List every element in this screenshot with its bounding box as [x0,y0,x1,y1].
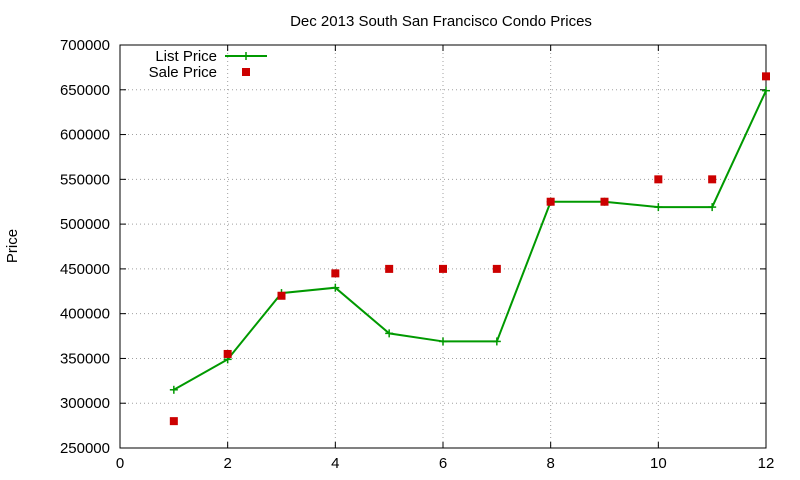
y-tick-label: 300000 [60,395,110,412]
x-tick-label: 12 [758,455,775,472]
legend-label-list-price: List Price [155,48,217,65]
y-axis-label: Price [4,229,21,263]
x-tick-label: 4 [331,455,339,472]
x-tick-label: 0 [116,455,124,472]
x-tick-label: 2 [223,455,231,472]
grid-lines [120,45,766,448]
legend-label-sale-price: Sale Price [149,64,217,81]
list-price-point [169,385,178,394]
sale-price-point [654,175,663,184]
x-tick-label: 6 [439,455,447,472]
legend-swatch-marker [242,68,250,76]
y-tick-label: 450000 [60,261,110,278]
x-tick-label: 10 [650,455,667,472]
plot-frame [119,44,767,449]
y-tick-label: 600000 [60,127,110,144]
y-tick-label: 550000 [60,171,110,188]
list-price-line [173,90,767,391]
list-price-point [439,337,447,346]
x-tick-label: 8 [546,455,554,472]
sale-price-point [385,264,394,273]
series-layer [169,72,770,426]
list-price-point [492,337,501,346]
chart-title: Dec 2013 South San Francisco Condo Price… [290,13,592,30]
y-tick-label: 400000 [60,306,110,323]
y-tick-label: 700000 [60,37,110,54]
sale-price-point [546,197,555,206]
sale-price-point [331,269,340,278]
list-price-point [708,203,717,212]
y-tick-label: 350000 [60,350,110,367]
sale-price-point [492,264,501,273]
y-tick-label: 250000 [60,440,110,457]
sale-price-point [223,349,232,358]
legend-swatch-marker [242,52,250,60]
list-price-point [385,329,394,338]
list-price-point [331,283,340,292]
sale-price-point [277,291,286,300]
list-price-point [654,203,663,212]
y-tick-label: 650000 [60,82,110,99]
sale-price-point [762,72,770,81]
sale-price-point [439,264,447,273]
sale-price-point [600,197,609,206]
axis-ticks: 0 2 4 6 8 10 12 250000 300000 350000 400000 450000 5… [60,37,774,472]
list-price-point [762,86,770,95]
sale-price-point [169,417,178,426]
sale-price-point [708,175,717,184]
y-tick-label: 500000 [60,216,110,233]
